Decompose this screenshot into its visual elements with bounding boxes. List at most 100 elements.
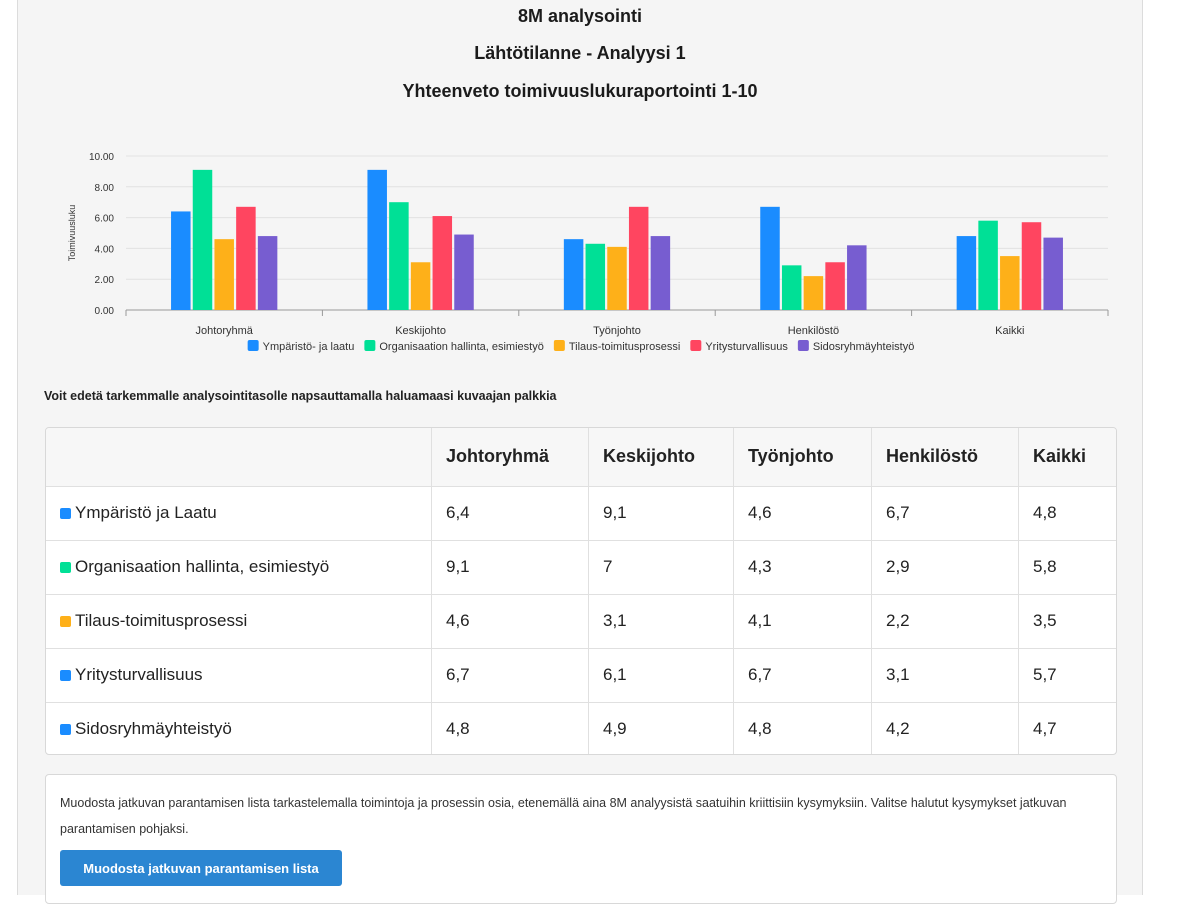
table-cell: 2,2 xyxy=(871,594,1019,649)
bar[interactable] xyxy=(628,206,649,310)
table-cell: 4,6 xyxy=(431,594,589,649)
table-cell: 6,7 xyxy=(431,648,589,703)
table-header-row: Johtoryhmä Keskijohto Työnjohto Henkilös… xyxy=(46,428,1116,487)
y-tick-label: 4.00 xyxy=(95,244,115,255)
legend-marker[interactable] xyxy=(797,340,809,351)
page-subtitle: Lähtötilanne - Analyysi 1 xyxy=(474,43,686,63)
y-tick-label: 0.00 xyxy=(95,306,115,317)
table-header-kaikki: Kaikki xyxy=(1018,428,1116,487)
table-cell: 4,9 xyxy=(588,702,734,754)
legend-marker[interactable] xyxy=(690,340,702,351)
bar[interactable] xyxy=(825,262,845,310)
legend-marker[interactable] xyxy=(364,340,376,351)
bar[interactable] xyxy=(847,245,867,310)
improvement-list-description: Muodosta jatkuvan parantamisen lista tar… xyxy=(60,796,1067,836)
row-label-cell: Ympäristö ja Laatu xyxy=(46,486,432,541)
legend-label[interactable]: Sidosryhmäyhteistyö xyxy=(813,341,915,353)
row-label-cell: Tilaus-toimitusprosessi xyxy=(46,594,432,649)
table-cell: 3,1 xyxy=(871,648,1019,703)
table-header-henkilosto: Henkilöstö xyxy=(871,428,1019,487)
bar[interactable] xyxy=(257,236,278,310)
legend-label[interactable]: Ympäristö- ja laatu xyxy=(263,341,355,353)
series-color-swatch xyxy=(60,616,71,627)
legend-label[interactable]: Yritysturvallisuus xyxy=(705,341,788,353)
bar[interactable] xyxy=(781,265,802,310)
table-cell: 9,1 xyxy=(588,486,734,541)
results-table: Johtoryhmä Keskijohto Työnjohto Henkilös… xyxy=(46,428,1116,754)
legend-marker[interactable] xyxy=(247,340,259,351)
row-label: Tilaus-toimitusprosessi xyxy=(75,611,248,630)
table-header-empty xyxy=(46,428,432,487)
x-tick-label: Keskijohto xyxy=(395,325,446,337)
bar[interactable] xyxy=(1043,237,1063,310)
table-row: Tilaus-toimitusprosessi 4,6 3,1 4,1 2,2 … xyxy=(46,594,1116,649)
table-row: Ympäristö ja Laatu 6,4 9,1 4,6 6,7 4,8 xyxy=(46,486,1116,541)
table-cell: 4,8 xyxy=(733,702,872,754)
bar[interactable] xyxy=(563,239,584,310)
bar[interactable] xyxy=(432,216,453,310)
table-header-keskijohto: Keskijohto xyxy=(588,428,734,487)
table-cell: 6,7 xyxy=(871,486,1019,541)
bar[interactable] xyxy=(410,262,431,310)
table-cell: 4,6 xyxy=(733,486,872,541)
bar[interactable] xyxy=(454,234,474,310)
bar[interactable] xyxy=(650,236,671,310)
bar[interactable] xyxy=(803,276,824,310)
table-cell: 3,1 xyxy=(588,594,734,649)
y-tick-label: 2.00 xyxy=(95,275,115,286)
row-label-cell: Yritysturvallisuus xyxy=(46,648,432,703)
chart-title: Yhteenveto toimivuuslukuraportointi 1-10 xyxy=(402,81,758,101)
x-tick-label: Kaikki xyxy=(995,325,1024,337)
y-axis-label: Toimivuusluku xyxy=(67,205,77,262)
row-label: Ympäristö ja Laatu xyxy=(75,503,217,522)
create-improvement-list-button[interactable]: Muodosta jatkuvan parantamisen lista xyxy=(60,850,342,886)
row-label: Sidosryhmäyhteistyö xyxy=(75,719,232,739)
bar[interactable] xyxy=(978,220,998,310)
bar[interactable] xyxy=(171,211,191,310)
chart-legend: Ympäristö- ja laatu Organisaation hallint… xyxy=(247,340,915,353)
table-cell: 7 xyxy=(588,540,734,595)
table-cell: 9,1 xyxy=(431,540,589,595)
table-cell: 6,7 xyxy=(733,648,872,703)
row-label: Organisaation hallinta, esimiestyö xyxy=(75,557,330,576)
table-header-tyonjohto: Työnjohto xyxy=(733,428,872,487)
series-color-swatch xyxy=(60,562,71,573)
table-row: Yritysturvallisuus 6,7 6,1 6,7 3,1 5,7 xyxy=(46,648,1116,703)
results-table-container: Johtoryhmä Keskijohto Työnjohto Henkilös… xyxy=(45,427,1117,755)
bar[interactable] xyxy=(1021,222,1042,310)
bar[interactable] xyxy=(367,169,387,310)
series-color-swatch xyxy=(60,724,71,736)
table-cell: 3,5 xyxy=(1018,594,1116,649)
legend-label[interactable]: Organisaation hallinta, esimiestyö xyxy=(379,341,543,353)
table-row: Organisaation hallinta, esimiestyö 9,1 7… xyxy=(46,540,1116,595)
main-panel: 8M analysointi Lähtötilanne - Analyysi 1… xyxy=(17,0,1144,904)
table-cell: 2,9 xyxy=(871,540,1019,595)
bar[interactable] xyxy=(1000,256,1020,310)
row-label: Yritysturvallisuus xyxy=(75,665,203,684)
table-cell: 4,7 xyxy=(1033,719,1057,739)
table-cell: 6,1 xyxy=(588,648,734,703)
bar[interactable] xyxy=(760,206,780,310)
bar[interactable] xyxy=(389,202,409,310)
table-cell: 6,4 xyxy=(431,486,589,541)
series-color-swatch xyxy=(60,508,71,519)
improvement-list-panel: Muodosta jatkuvan parantamisen lista tar… xyxy=(45,774,1117,904)
table-cell: 5,8 xyxy=(1018,540,1116,595)
table-cell: 4,1 xyxy=(733,594,872,649)
bar[interactable] xyxy=(956,236,977,310)
table-cell: 5,7 xyxy=(1018,648,1116,703)
bar[interactable] xyxy=(585,243,606,310)
y-tick-label: 6.00 xyxy=(95,214,115,225)
legend-marker[interactable] xyxy=(553,340,565,351)
bar[interactable] xyxy=(214,239,234,310)
table-cell: 4,8 xyxy=(1018,486,1116,541)
page-title: 8M analysointi xyxy=(517,6,643,26)
row-label-cell: Organisaation hallinta, esimiestyö xyxy=(46,540,432,595)
x-tick-label: Työnjohto xyxy=(593,325,641,337)
bar[interactable] xyxy=(607,246,627,310)
table-row: Sidosryhmäyhteistyö 4,8 4,9 4,8 4,2 4,7 xyxy=(46,702,1116,754)
bar[interactable] xyxy=(192,169,213,310)
bar-chart[interactable]: 0.00 2.00 4.00 6.00 8.00 10.00 Toimivuusluku Jo… xyxy=(18,0,1144,365)
bar[interactable] xyxy=(236,206,256,310)
legend-label[interactable]: Tilaus-toimitusprosessi xyxy=(569,341,680,353)
